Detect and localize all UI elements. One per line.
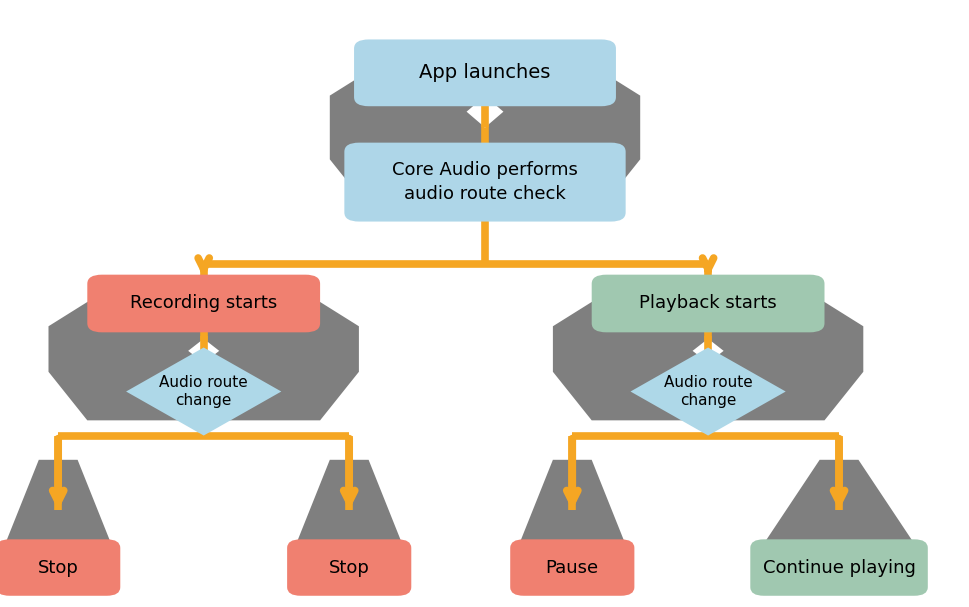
Polygon shape [48, 278, 359, 420]
Text: Stop: Stop [328, 558, 369, 577]
Text: Playback starts: Playback starts [639, 294, 776, 313]
FancyBboxPatch shape [344, 143, 625, 222]
FancyBboxPatch shape [354, 39, 615, 106]
FancyBboxPatch shape [287, 540, 411, 596]
Text: Stop: Stop [38, 558, 78, 577]
FancyBboxPatch shape [0, 540, 120, 596]
FancyBboxPatch shape [749, 540, 926, 596]
Text: App launches: App launches [419, 63, 550, 83]
Polygon shape [630, 347, 785, 436]
Polygon shape [516, 460, 628, 566]
Polygon shape [2, 460, 113, 566]
Text: Recording starts: Recording starts [130, 294, 277, 313]
Text: Audio route
change: Audio route change [159, 375, 248, 409]
FancyBboxPatch shape [87, 274, 320, 333]
Text: Audio route
change: Audio route change [663, 375, 752, 409]
Polygon shape [188, 339, 219, 363]
Polygon shape [466, 96, 503, 127]
Polygon shape [552, 278, 862, 420]
Polygon shape [692, 339, 723, 363]
Text: Pause: Pause [546, 558, 598, 577]
Polygon shape [758, 460, 918, 566]
Text: Continue playing: Continue playing [762, 558, 915, 577]
FancyBboxPatch shape [510, 540, 634, 596]
Polygon shape [293, 460, 404, 566]
Polygon shape [329, 41, 640, 214]
FancyBboxPatch shape [591, 274, 824, 333]
Text: Core Audio performs
audio route check: Core Audio performs audio route check [391, 161, 578, 203]
Polygon shape [126, 347, 281, 436]
